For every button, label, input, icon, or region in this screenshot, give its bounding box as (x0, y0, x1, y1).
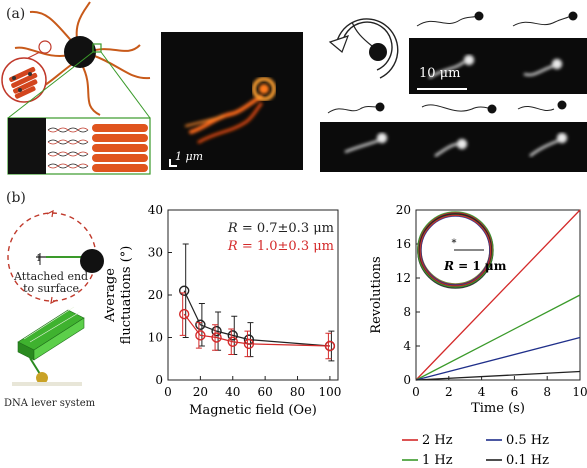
y-axis-label-line2: fluctuations (°) (119, 246, 134, 345)
x-tick-label: 4 (478, 385, 486, 399)
y-tick-label: 16 (396, 237, 411, 251)
series-line (415, 370, 581, 381)
data-point (324, 340, 336, 352)
fluorescence-image: 1 μm (161, 32, 303, 170)
x-tick-label: 20 (193, 385, 208, 399)
data-point (211, 325, 222, 337)
y-tick-label: 20 (396, 203, 411, 217)
x-tick-label: 6 (511, 385, 519, 399)
legend-entry: 0.5 Hz (506, 433, 549, 448)
x-tick-label: 40 (225, 385, 240, 399)
x-tick-label: 2 (445, 385, 453, 399)
micrograph-row-bottom (320, 122, 587, 172)
x-tick-label: 10 (572, 385, 587, 399)
data-point (178, 308, 190, 320)
x-tick-label: 0 (412, 385, 420, 399)
series-line (415, 336, 581, 381)
data-point (243, 338, 255, 350)
center-marker: * (452, 238, 457, 249)
filament-sketches-top (416, 11, 578, 27)
data-point (195, 319, 206, 330)
data-point (211, 332, 222, 343)
panel-a-label: (a) (6, 6, 26, 22)
lever-rotation-diagram (7, 209, 104, 305)
legend-entry: R = 1.0±0.3 μm (227, 239, 334, 254)
y-axis-label: Revolutions (369, 256, 384, 333)
x-axis-label: Time (s) (471, 401, 525, 416)
trajectory-ring (417, 211, 494, 288)
series-line (183, 313, 330, 347)
trajectory-ring (420, 215, 491, 286)
y-tick-label: 4 (403, 339, 411, 353)
data-point (227, 330, 238, 341)
y-tick-label: 30 (148, 246, 163, 260)
attached-end-line1: Attached end (14, 270, 89, 283)
legend-entry: 1 Hz (422, 453, 453, 468)
series-line (183, 290, 330, 347)
y-tick-label: 0 (155, 373, 163, 387)
data-point (178, 285, 190, 296)
revolutions-chart: 0 2 4 6 8 10 0 4 8 12 16 20 Time (s) Revolutions * R = … (369, 203, 587, 468)
y-tick-label: 12 (396, 271, 411, 285)
dna-lever-3d (12, 306, 85, 386)
x-tick-label: 0 (164, 385, 172, 399)
x-tick-label: 100 (318, 385, 341, 399)
fluctuation-chart: 0 20 40 60 80 100 0 10 20 30 40 Magnetic field (Oe)… (103, 203, 341, 418)
inset-label: R = 1 μm (443, 259, 507, 273)
y-tick-label: 40 (148, 203, 163, 217)
y-tick-label: 0 (403, 373, 411, 387)
x-tick-label: 80 (290, 385, 305, 399)
y-tick-label: 20 (148, 288, 163, 302)
y-tick-label: 10 (148, 331, 163, 345)
x-tick-label: 8 (543, 385, 551, 399)
trajectory-ring (419, 214, 492, 287)
filament-sketches-bottom (327, 100, 567, 114)
legend-entry: 0.1 Hz (506, 453, 549, 468)
dna-bead-schematic (1, 1, 151, 175)
legend-entry: R = 0.7±0.3 μm (227, 221, 334, 236)
panel-b-label: (b) (6, 190, 26, 206)
attached-end-label: Attached end to surface (14, 271, 88, 295)
rotation-schematic (328, 18, 399, 79)
series-line (415, 209, 581, 381)
data-point (195, 330, 206, 341)
dna-lever-caption: DNA lever system (4, 398, 96, 409)
y-tick-label: 8 (403, 305, 411, 319)
scalebar-label-10um: 10 μm (419, 66, 461, 81)
x-axis-label: Magnetic field (Oe) (189, 403, 317, 418)
x-tick-label: 60 (258, 385, 273, 399)
diagram-label-one: 1 (36, 254, 42, 264)
series-line (415, 294, 581, 381)
legend-entry: 2 Hz (422, 433, 453, 448)
data-point (227, 336, 238, 347)
scalebar-label-1um: 1 μm (175, 150, 204, 163)
y-axis-label-line1: Average (103, 268, 118, 323)
micrograph-row-top: 10 μm (409, 38, 587, 94)
attached-end-line2: to surface (23, 282, 79, 295)
